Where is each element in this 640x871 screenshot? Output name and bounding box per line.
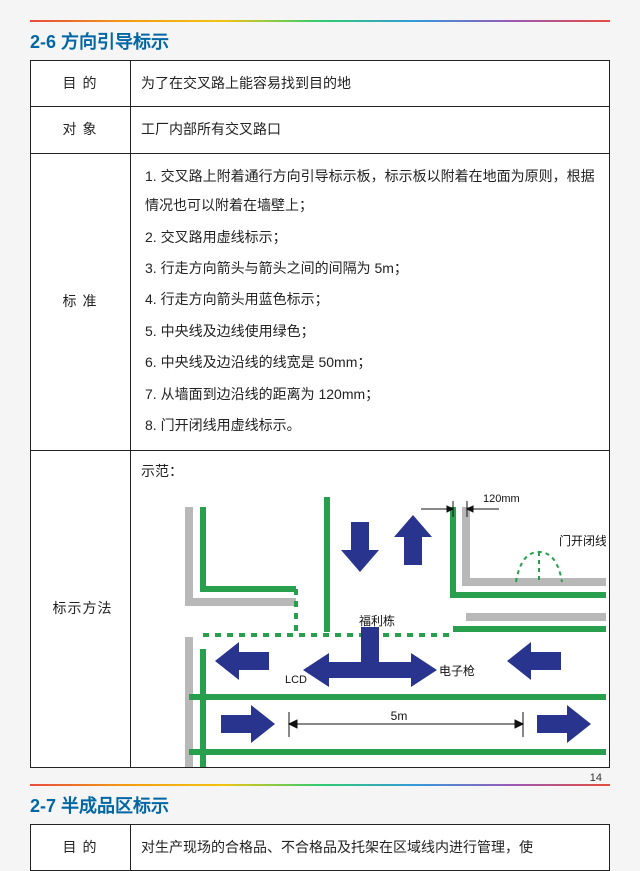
standards-list: 1. 交叉路上附着通行方向引导标示板，标示板以附着在地面为原则，根据情况也可以附… [141,162,599,441]
egun-text: 电子枪 [439,663,475,678]
purpose-label: 目的 [31,61,131,107]
method-prefix: 示范： [131,451,609,486]
purpose-label-27: 目的 [31,824,131,870]
rainbow-divider-bottom [30,784,610,786]
diagram-cell: 示范： [131,451,610,767]
section-2-6-table: 目的 为了在交叉路上能容易找到目的地 对象 工厂内部所有交叉路口 标准 1. 交… [30,60,610,768]
standard-label: 标准 [31,153,131,451]
section-2-7-title: 2-7 半成品区标示 [30,788,610,824]
table-row: 对象 工厂内部所有交叉路口 [31,107,610,153]
table-row: 目的 为了在交叉路上能容易找到目的地 [31,61,610,107]
dim-120mm-text: 120mm [483,493,520,505]
target-label: 对象 [31,107,131,153]
page-number: 14 [30,768,610,784]
table-row: 标准 1. 交叉路上附着通行方向引导标示板，标示板以附着在地面为原则，根据情况也… [31,153,610,451]
list-item: 8. 门开闭线用虚线标示。 [145,411,599,440]
intersection-diagram: 120mm 门开闭线 [131,487,606,767]
section-2-7-table: 目的 对生产现场的合格品、不合格品及托架在区域线内进行管理，使 [30,824,610,871]
list-item: 3. 行走方向箭头与箭头之间的间隔为 5m； [145,254,599,283]
table-row: 标示方法 示范： [31,451,610,767]
door-line-text: 门开闭线 [559,533,606,548]
purpose-text-27: 对生产现场的合格品、不合格品及托架在区域线内进行管理，使 [131,824,610,870]
method-label: 标示方法 [31,451,131,767]
standards-cell: 1. 交叉路上附着通行方向引导标示板，标示板以附着在地面为原则，根据情况也可以附… [131,153,610,451]
building-text: 福利栋 [359,613,395,628]
target-text: 工厂内部所有交叉路口 [131,107,610,153]
lcd-text: LCD [285,674,307,686]
table-row: 目的 对生产现场的合格品、不合格品及托架在区域线内进行管理，使 [31,824,610,870]
dim-5m-text: 5m [391,709,408,723]
purpose-text: 为了在交叉路上能容易找到目的地 [131,61,610,107]
section-2-6-title: 2-6 方向引导标示 [30,24,610,60]
list-item: 6. 中央线及边沿线的线宽是 50mm； [145,348,599,377]
rainbow-divider-top [30,20,610,22]
list-item: 2. 交叉路用虚线标示； [145,223,599,252]
list-item: 7. 从墙面到边沿线的距离为 120mm； [145,380,599,409]
list-item: 1. 交叉路上附着通行方向引导标示板，标示板以附着在地面为原则，根据情况也可以附… [145,162,599,221]
list-item: 4. 行走方向箭头用蓝色标示； [145,285,599,314]
list-item: 5. 中央线及边线使用绿色； [145,317,599,346]
